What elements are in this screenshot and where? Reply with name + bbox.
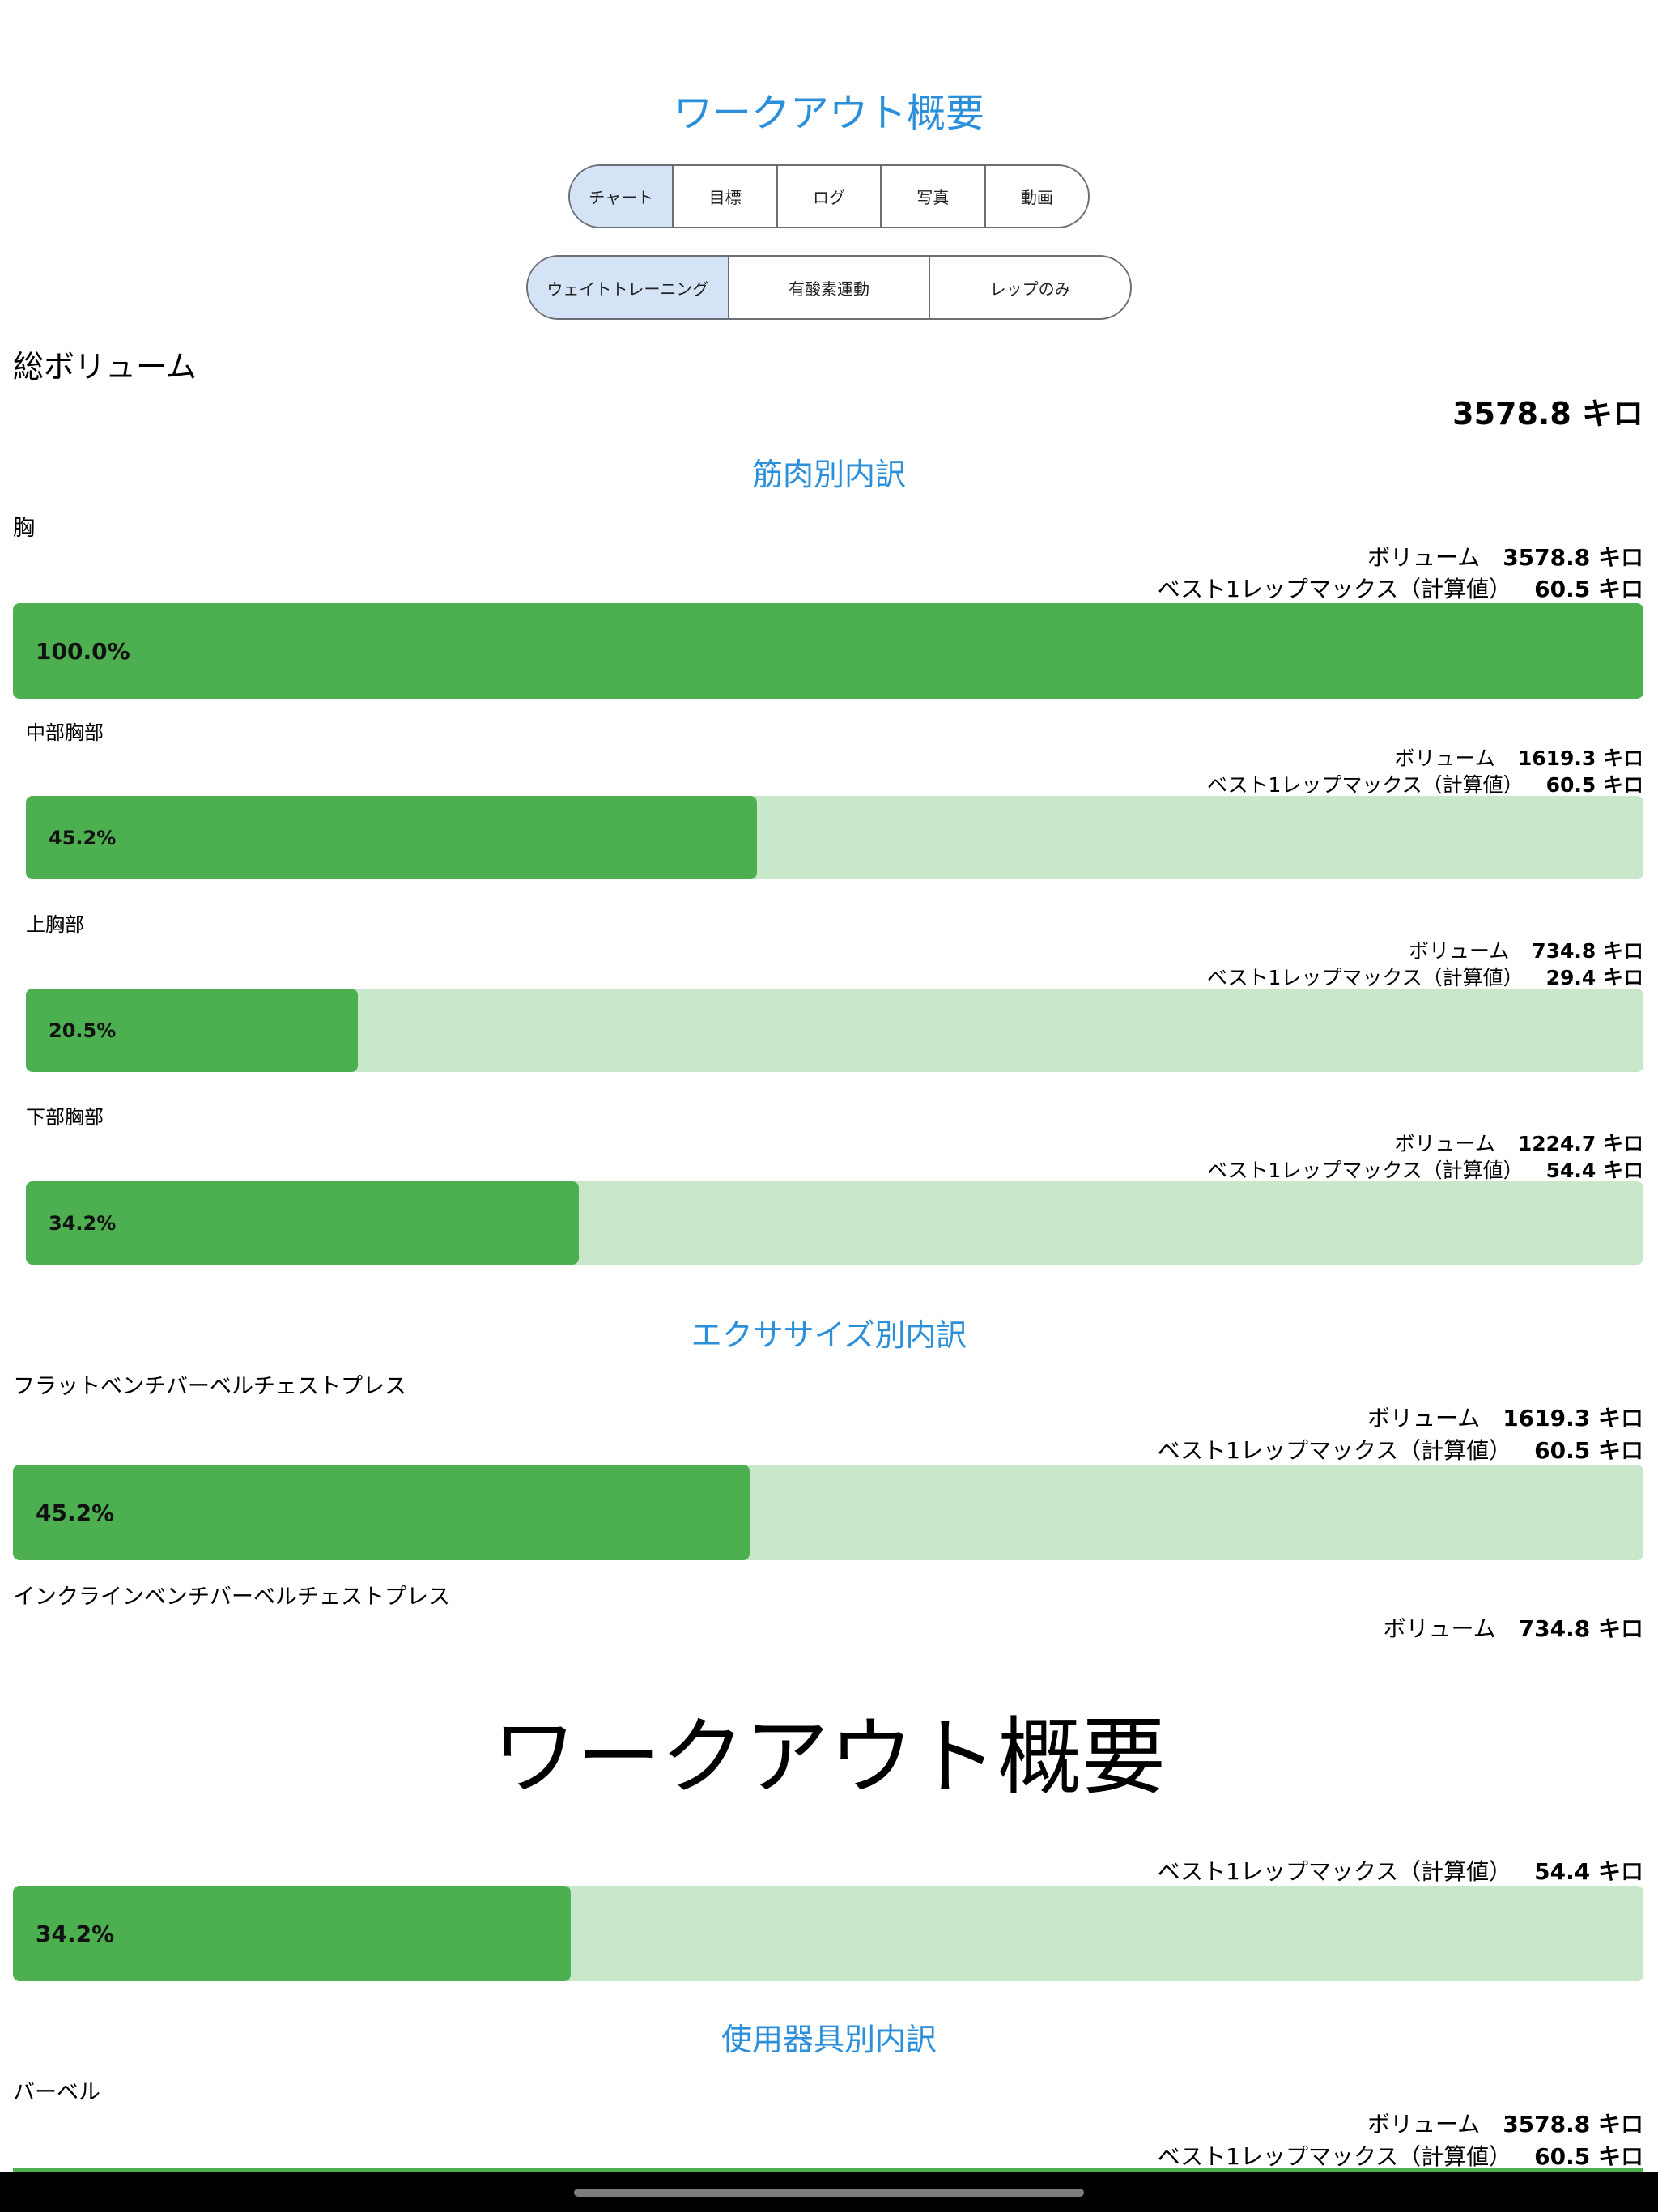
- percent-label: 34.2%: [49, 1211, 117, 1235]
- volume-value: 3578.8 キロ: [1503, 544, 1643, 571]
- volume-value: 1224.7 キロ: [1517, 1132, 1643, 1155]
- view-tabs: チャート 目標 ログ 写真 動画: [568, 164, 1090, 228]
- progress-bar: 100.0%: [13, 603, 1643, 699]
- progress-fill: [26, 989, 358, 1072]
- volume-row: ボリューム 3578.8 キロ: [1367, 2107, 1643, 2139]
- progress-bar: 20.5%: [26, 989, 1643, 1072]
- muscle-group-name: 胸: [13, 516, 35, 541]
- rm-value: 60.5 キロ: [1534, 2143, 1643, 2170]
- rm-label: ベスト1レップマックス（計算値）: [1157, 1437, 1512, 1464]
- rm-label: ベスト1レップマックス（計算値）: [1206, 1159, 1524, 1182]
- volume-row: ボリューム 3578.8 キロ: [1367, 540, 1643, 572]
- total-volume-label: 総ボリューム: [13, 349, 197, 385]
- tab-reps-only[interactable]: レップのみ: [929, 257, 1130, 318]
- type-tabs: ウェイトトレーニング 有酸素運動 レップのみ: [526, 255, 1132, 320]
- rm-value: 29.4 キロ: [1545, 966, 1643, 989]
- sheet-header: [0, 1645, 1658, 1844]
- volume-row: ボリューム 734.8 キロ: [1384, 1611, 1644, 1644]
- volume-value: 1619.3 キロ: [1503, 1405, 1643, 1431]
- progress-fill: [26, 1181, 580, 1265]
- equipment-breakdown-title: 使用器具別内訳: [721, 2022, 937, 2057]
- progress-bar-edge: [13, 2168, 1643, 2172]
- progress-fill: [13, 1886, 571, 1981]
- progress-fill: [26, 796, 758, 879]
- rm-value: 60.5 キロ: [1545, 773, 1643, 797]
- tab-videos[interactable]: 動画: [984, 166, 1088, 227]
- volume-label: ボリューム: [1394, 747, 1495, 770]
- exercise-breakdown-title: エクササイズ別内訳: [691, 1317, 967, 1353]
- subgroup-name: 上胸部: [26, 913, 84, 936]
- volume-value: 734.8 キロ: [1532, 939, 1643, 963]
- percent-label: 45.2%: [36, 1499, 115, 1526]
- volume-value: 1619.3 キロ: [1517, 747, 1643, 770]
- percent-label: 45.2%: [49, 826, 117, 849]
- rm-value: 54.4 キロ: [1545, 1159, 1643, 1182]
- sheet-title: ワークアウト概要: [491, 1708, 1166, 1806]
- page-title: ワークアウト概要: [673, 91, 984, 136]
- rm-value: 60.5 キロ: [1534, 1437, 1643, 1464]
- rm-row: ベスト1レップマックス（計算値） 29.4 キロ: [1207, 962, 1643, 991]
- rm-row: ベスト1レップマックス（計算値） 60.5 キロ: [1158, 1433, 1643, 1465]
- rm-row: ベスト1レップマックス（計算値） 60.5 キロ: [1158, 2139, 1643, 2172]
- progress-bar: 34.2%: [13, 1886, 1643, 1981]
- volume-label: ボリューム: [1367, 2111, 1481, 2138]
- subgroup-name: 下部胸部: [26, 1106, 104, 1129]
- home-indicator[interactable]: [574, 2189, 1084, 2197]
- volume-row: ボリューム 1619.3 キロ: [1395, 742, 1643, 772]
- tab-log[interactable]: ログ: [776, 166, 880, 227]
- volume-label: ボリューム: [1367, 544, 1481, 571]
- muscle-breakdown-title: 筋肉別内訳: [751, 457, 906, 492]
- percent-label: 20.5%: [49, 1019, 117, 1042]
- rm-label: ベスト1レップマックス（計算値）: [1206, 773, 1524, 797]
- volume-row: ボリューム 1224.7 キロ: [1395, 1128, 1643, 1157]
- rm-row: ベスト1レップマックス（計算値） 60.5 キロ: [1158, 572, 1643, 604]
- rm-row: ベスト1レップマックス（計算値） 54.4 キロ: [1158, 1854, 1643, 1887]
- rm-label: ベスト1レップマックス（計算値）: [1157, 576, 1512, 602]
- progress-fill: [13, 1465, 750, 1560]
- percent-label: 34.2%: [36, 1920, 115, 1947]
- progress-bar: 45.2%: [13, 1465, 1643, 1560]
- volume-label: ボリューム: [1367, 1405, 1481, 1431]
- rm-label: ベスト1レップマックス（計算値）: [1157, 2143, 1512, 2170]
- volume-label: ボリューム: [1383, 1615, 1496, 1642]
- tab-photos[interactable]: 写真: [880, 166, 984, 227]
- rm-label: ベスト1レップマックス（計算値）: [1206, 966, 1524, 989]
- rm-row: ベスト1レップマックス（計算値） 60.5 キロ: [1207, 769, 1643, 798]
- progress-bar: 34.2%: [26, 1181, 1643, 1265]
- rm-label: ベスト1レップマックス（計算値）: [1157, 1858, 1512, 1885]
- tab-chart[interactable]: チャート: [570, 166, 673, 227]
- total-volume-value: 3578.8 キロ: [1452, 396, 1643, 432]
- percent-label: 100.0%: [36, 637, 130, 665]
- volume-value: 734.8 キロ: [1518, 1615, 1643, 1642]
- exercise-name: インクラインベンチバーベルチェストプレス: [13, 1585, 450, 1610]
- subgroup-name: 中部胸部: [26, 721, 104, 744]
- volume-row: ボリューム 734.8 キロ: [1409, 935, 1643, 964]
- rm-row: ベスト1レップマックス（計算値） 54.4 キロ: [1207, 1155, 1643, 1184]
- rm-value: 54.4 キロ: [1534, 1858, 1643, 1885]
- tab-goals[interactable]: 目標: [672, 166, 776, 227]
- volume-value: 3578.8 キロ: [1503, 2111, 1643, 2138]
- exercise-name: フラットベンチバーベルチェストプレス: [13, 1374, 406, 1399]
- volume-label: ボリューム: [1394, 1132, 1495, 1155]
- progress-fill: [13, 603, 1643, 699]
- tab-weight-training[interactable]: ウェイトトレーニング: [528, 257, 728, 318]
- tab-cardio[interactable]: 有酸素運動: [727, 257, 929, 318]
- volume-label: ボリューム: [1408, 939, 1510, 963]
- rm-value: 60.5 キロ: [1534, 576, 1643, 602]
- progress-bar: 45.2%: [26, 796, 1643, 879]
- volume-row: ボリューム 1619.3 キロ: [1367, 1401, 1643, 1433]
- equipment-name: バーベル: [13, 2080, 100, 2105]
